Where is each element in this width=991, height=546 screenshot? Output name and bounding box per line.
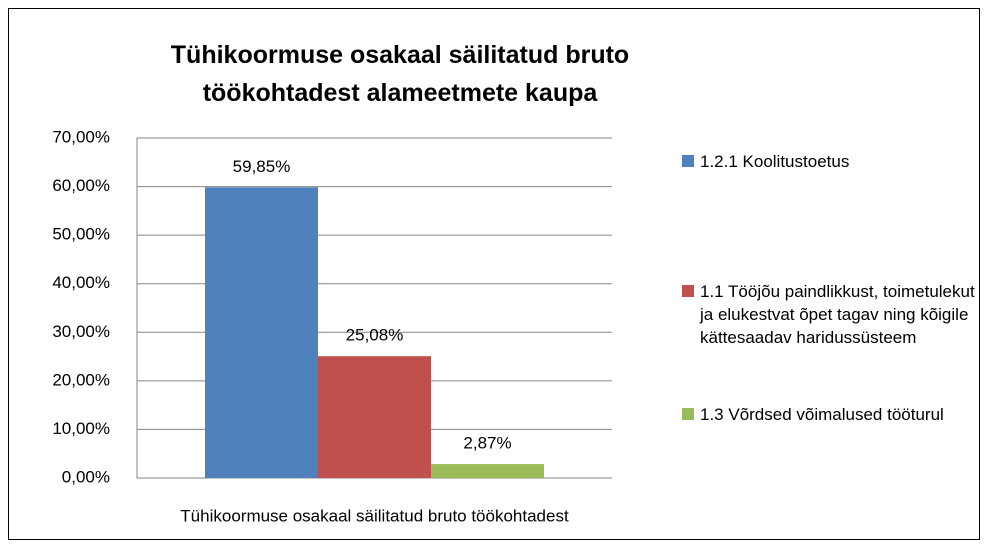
legend-swatch [682,285,694,297]
bar [318,356,431,478]
legend-item: 1.3 Võrdsed võimalused tööturul [682,403,990,426]
bar [205,187,318,479]
value-label: 59,85% [233,157,291,176]
x-tick-label: Tühikoormuse osakaal säilitatud bruto tö… [180,506,569,525]
y-tick-label: 70,00% [52,127,110,146]
y-tick-label: 0,00% [62,467,110,486]
legend-label: 1.3 Võrdsed võimalused tööturul [700,405,944,424]
legend-swatch [682,408,694,420]
value-label: 2,87% [463,434,511,453]
legend-item: 1.2.1 Koolitustoetus [682,150,990,173]
y-tick-label: 30,00% [52,322,110,341]
legend-swatch [682,155,694,167]
y-tick-label: 50,00% [52,225,110,244]
y-tick-label: 60,00% [52,176,110,195]
legend-label: 1.1 Tööjõu paindlikkust, toimetulekut ja… [700,282,975,347]
y-tick-label: 10,00% [52,419,110,438]
y-tick-label: 40,00% [52,273,110,292]
legend-item: 1.1 Tööjõu paindlikkust, toimetulekut ja… [682,280,990,349]
y-tick-label: 20,00% [52,370,110,389]
value-label: 25,08% [346,326,404,345]
chart-frame [8,8,980,540]
chart-title: Tühikoormuse osakaal säilitatud bruto tö… [170,41,630,107]
legend-label: 1.2.1 Koolitustoetus [700,152,850,171]
bar [431,464,544,478]
